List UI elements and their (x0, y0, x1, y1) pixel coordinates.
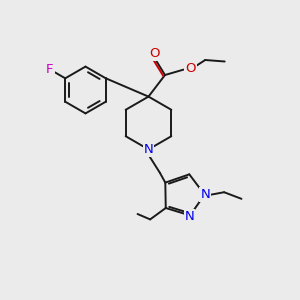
Text: O: O (149, 47, 160, 60)
Text: N: N (200, 188, 210, 201)
Text: F: F (46, 63, 54, 76)
Text: N: N (184, 210, 194, 224)
Text: O: O (185, 61, 196, 75)
Text: N: N (144, 143, 153, 156)
